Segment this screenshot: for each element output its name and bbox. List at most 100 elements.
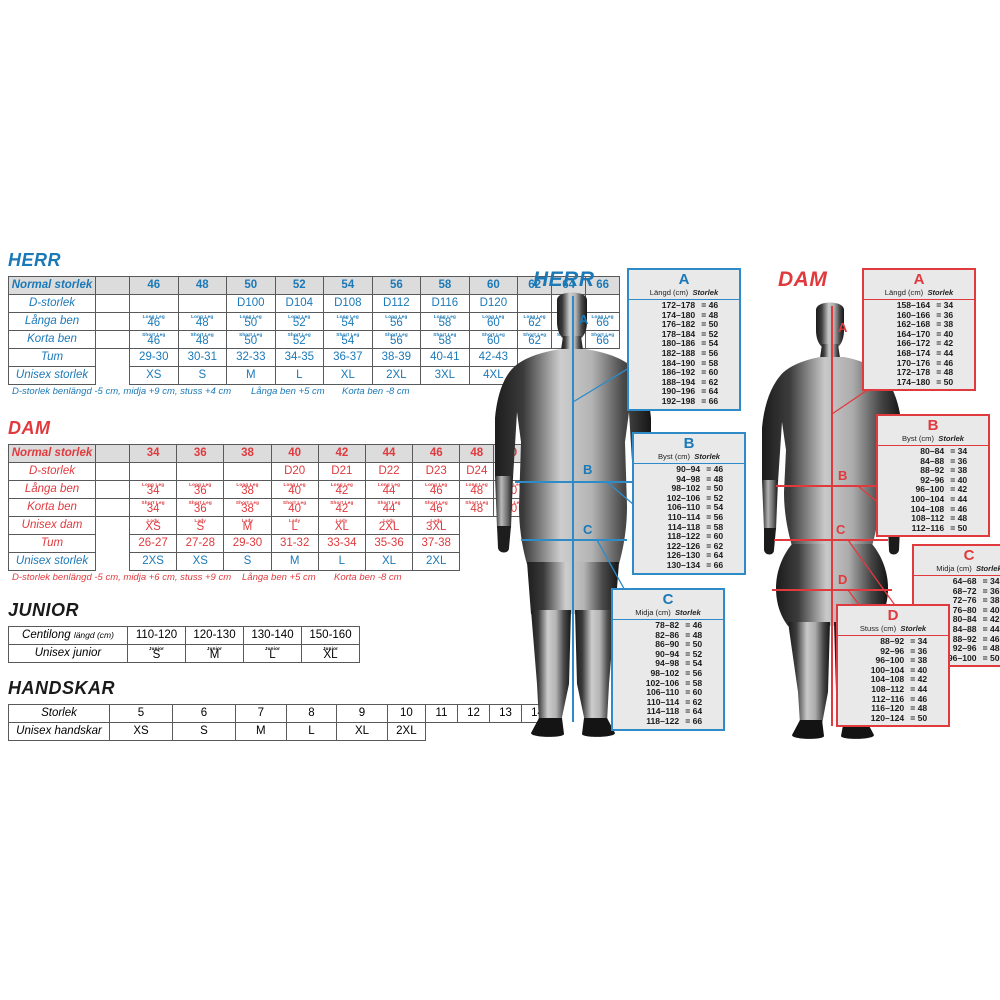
- row-label-unisex-dam: Unisex dam: [8, 516, 96, 535]
- cell-value: 36: [193, 503, 207, 515]
- herr-long-1: Long Leg 46: [129, 312, 179, 331]
- measure-size-7: = 60: [706, 531, 724, 542]
- dam-marker-d: D: [838, 572, 847, 587]
- size-tag: Short Leg: [141, 500, 165, 505]
- box-row: 90–94 = 46: [634, 464, 744, 475]
- size-tag: Short Leg: [283, 500, 307, 505]
- cell-value: 44: [382, 485, 396, 497]
- box-size-header: Storlek: [900, 624, 927, 633]
- size-tag: Long Leg: [239, 314, 262, 319]
- box-row: 178–184 = 52: [629, 329, 739, 340]
- table-row: Unisex handskar XS S M L XL 2XL: [8, 722, 554, 741]
- measure-range-4: 104–108: [870, 674, 905, 685]
- size-tag: Long Leg: [236, 482, 259, 487]
- size-tag: Long Leg: [142, 314, 165, 319]
- measure-range-8: 122–126: [666, 540, 701, 551]
- herr-normal-7: 58: [420, 276, 470, 295]
- measure-size-9: = 64: [706, 550, 724, 561]
- row-label-langa-ben: Långa ben: [8, 480, 96, 499]
- measure-range-7: 118–122: [667, 531, 701, 542]
- measure-size-8: = 50: [982, 652, 1000, 663]
- herr-tum-6: 40-41: [420, 348, 470, 367]
- box-row: 184–190 = 58: [629, 358, 739, 369]
- dam-length-box: A Längd (cm) Storlek 158–164 = 34 160–166 = 3…: [862, 268, 976, 392]
- dam-unisexdam-0: Lady XS: [128, 516, 178, 535]
- row-label-tum: Tum: [8, 348, 96, 367]
- measure-range-2: 176–182: [661, 319, 696, 330]
- measure-size-6: = 46: [982, 633, 1000, 644]
- dam-unisexdam-5: Lady 2XL: [364, 516, 414, 535]
- table-row: Unisex storlek 2XS XS S M L XL 2XL: [8, 552, 562, 571]
- box-row: 190–196 = 64: [629, 387, 739, 397]
- size-tag: Short Leg: [465, 500, 489, 505]
- box-row: 114–118 = 58: [634, 521, 744, 533]
- measure-size-9: = 64: [685, 706, 703, 717]
- cell-value: 56: [389, 335, 403, 347]
- box-unit-header: Midja (cm): [635, 608, 671, 617]
- box-unit-header: Längd (cm): [884, 288, 924, 297]
- box-row: 166–172 = 42: [864, 339, 974, 349]
- size-tag: Lady: [430, 518, 442, 523]
- row-label-korta-ben: Korta ben: [8, 498, 96, 517]
- cell-value: M: [209, 649, 220, 661]
- size-tag: Lady: [147, 518, 159, 523]
- dam-short-3: Short Leg 38: [223, 498, 272, 517]
- herr-long-4: Long Leg 52: [274, 312, 325, 331]
- measure-size-2: = 38: [936, 319, 954, 330]
- size-tag: Long Leg: [330, 482, 353, 487]
- measure-range-5: 182–188: [661, 347, 696, 358]
- measure-size-7: = 60: [685, 687, 703, 698]
- herr-unisex-1: S: [177, 366, 228, 385]
- measure-size-4: = 54: [706, 502, 724, 513]
- herr-dsize-7: D116: [420, 294, 470, 313]
- measure-range-6: 114–118: [667, 521, 701, 532]
- row-label-unisex-handskar: Unisex handskar: [8, 722, 110, 741]
- cell-value: 60: [486, 335, 500, 347]
- size-tag: Lady: [241, 518, 254, 523]
- cell-value: 54: [341, 335, 355, 347]
- cell-value: 66: [596, 335, 610, 347]
- box-row: 168–174 = 44: [864, 348, 974, 359]
- herr-tum-0: 29-30: [129, 348, 179, 367]
- dam-unisex-0: 2XS: [128, 552, 178, 571]
- box-row: 112–116 = 46: [838, 694, 948, 705]
- junior-unisex-3: Junior XL: [301, 644, 360, 663]
- measure-size-3: = 52: [706, 492, 724, 503]
- cell-value: 60: [486, 317, 500, 329]
- size-tag: Short Leg: [336, 332, 360, 337]
- size-tag: Long Leg: [425, 482, 448, 487]
- measure-range-1: 174–180: [661, 309, 696, 320]
- row-label-unisex-storlek: Unisex storlek: [8, 552, 96, 571]
- dam-unisexdam-1: Lady S: [176, 516, 225, 535]
- cell-value: 36: [193, 485, 207, 497]
- size-tag: Long Leg: [191, 314, 214, 319]
- dam-footnote-2: Långa ben +5 cm: [242, 572, 316, 583]
- box-row: 80–84 = 42: [914, 615, 1000, 625]
- cell-value: 46: [429, 503, 443, 515]
- box-table: 158–164 = 34 160–166 = 36 162–168 = 38 164–170…: [864, 300, 974, 388]
- box-row: 90–94 = 52: [613, 649, 723, 660]
- herr-length-box: A Längd (cm) Storlek 172–178 = 46 174–180 = 4…: [627, 268, 741, 411]
- box-row: 174–180 = 50: [864, 377, 974, 388]
- cell-value: 42: [335, 485, 349, 497]
- cell-value: 40: [288, 485, 302, 497]
- cell-value: 46: [429, 485, 443, 497]
- measure-range-8: 110–114: [646, 696, 680, 707]
- box-row: 174–180 = 48: [629, 309, 739, 321]
- size-tag: Short Leg: [190, 332, 214, 337]
- measure-size-0: = 34: [950, 446, 968, 456]
- box-row: 88–92 = 46: [914, 633, 1000, 645]
- box-row: 92–96 = 48: [914, 644, 1000, 654]
- centilong-sublabel: längd (cm): [73, 629, 114, 640]
- table-row: Normal storlek343638404244464850: [8, 444, 563, 463]
- measure-range-8: 188–194: [661, 376, 696, 387]
- herr-tum-1: 30-31: [177, 348, 228, 367]
- table-row: Storlek 5 6 7 8 9 10 11 12 13 14: [8, 704, 554, 723]
- table-row: Normal storlek 46 48 50 52 54 56 58 60 62 64 66: [8, 276, 621, 295]
- box-table: 64–68 = 34 68–72 = 36 72–76 = 38 76–80 = 40 80–8…: [914, 576, 1000, 663]
- size-tag: Long Leg: [283, 482, 306, 487]
- size-tag: Lady: [336, 518, 348, 523]
- measure-range-9: 126–130: [666, 550, 701, 561]
- table-row: Unisex dam Lady XS Lady S Lady M Lady L Lady XL Lad…: [8, 516, 562, 535]
